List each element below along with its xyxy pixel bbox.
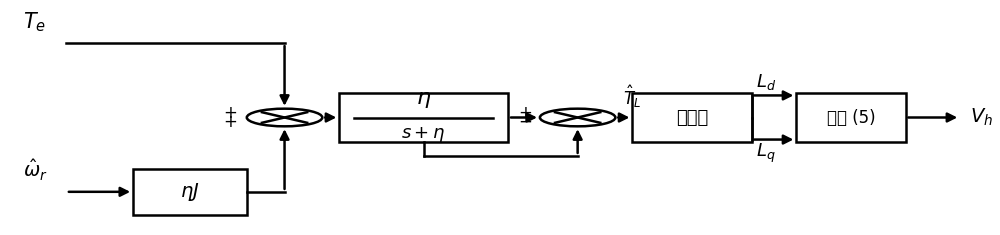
Text: $L_q$: $L_q$ xyxy=(756,142,776,165)
Text: $L_d$: $L_d$ xyxy=(756,71,777,91)
Text: +: + xyxy=(518,104,532,122)
Text: +: + xyxy=(223,113,237,131)
Text: $s+\eta$: $s+\eta$ xyxy=(401,125,446,145)
Text: $\eta$: $\eta$ xyxy=(416,90,431,110)
Bar xyxy=(632,93,752,142)
Bar xyxy=(133,169,247,215)
Text: $\eta J$: $\eta J$ xyxy=(180,181,200,203)
Text: $T_e$: $T_e$ xyxy=(23,10,46,34)
Text: 查找表: 查找表 xyxy=(676,109,708,126)
Text: $V_h$: $V_h$ xyxy=(970,107,993,128)
Text: +: + xyxy=(223,104,237,122)
Text: $\hat{\omega}_r$: $\hat{\omega}_r$ xyxy=(23,157,48,183)
Text: −: − xyxy=(518,113,532,131)
Bar xyxy=(339,93,508,142)
Text: 公式 (5): 公式 (5) xyxy=(827,109,875,126)
Text: $\hat{T}_L$: $\hat{T}_L$ xyxy=(623,83,641,110)
Bar xyxy=(796,93,906,142)
